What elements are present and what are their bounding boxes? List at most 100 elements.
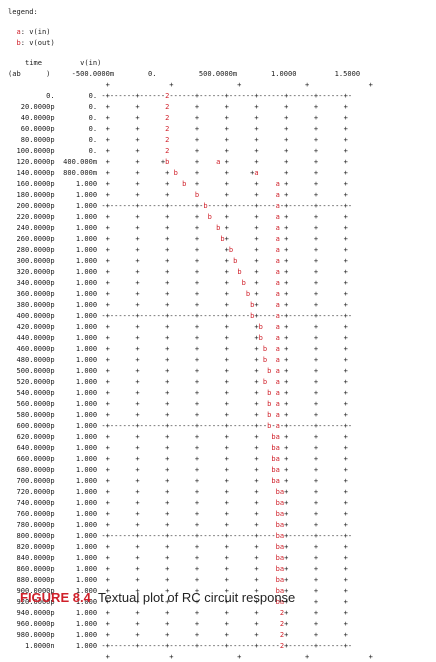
figure-caption: FIGURE 8.4 Textual plot of RC circuit re… [20,590,295,605]
plot-row: 160.0000p 1.000 + + + b + + + a + + + [8,178,352,189]
point-v-out: b [237,267,242,276]
point-v-in: a [275,179,280,188]
row-time: 120.0000p [8,157,59,166]
point-v-out: b [275,586,280,595]
row-time: 980.0000p [8,630,59,639]
point-v-in: a [275,267,280,276]
point-v-out: b [275,542,280,551]
plot-row: 80.0000p 0. + + 2 + + + + + + [8,134,352,145]
point-v-in: a [279,520,285,529]
plot-row: 460.0000p 1.000 + + + + + + b a + + + [8,343,352,354]
point-v-in: a [275,245,280,254]
row-plot-line: + + + + b + + a + + + [105,223,348,232]
row-time: 860.0000p [8,564,59,573]
legend-entry-b: b: v(out) [8,37,55,48]
point-v-out: b [271,454,276,463]
legend-entry-a: a: v(in) [8,26,51,37]
row-plot-line: + + + + + + ba+ + + [105,575,348,584]
row-time: 760.0000p [8,509,59,518]
point-v-in: a [279,553,285,562]
row-time: 960.0000p [8,619,59,628]
point-v-out: b [267,410,272,419]
row-plot-line: + + 2 + + + + + + [105,146,348,155]
row-value: 1.000 [58,542,102,551]
point-v-out: b [275,509,280,518]
row-value: 1.000 [58,212,102,221]
row-plot-line: + + + + + + 2+ + + [105,619,348,628]
point-v-out: b [267,421,272,430]
row-time: 220.0000p [8,212,59,221]
row-time: 660.0000p [8,454,59,463]
plot-row: 220.0000p 1.000 + + + + b + + a + + + [8,211,352,222]
plot-row: 520.0000p 1.000 + + + + + + b a + + + [8,376,352,387]
row-plot-line: -+------+------2------+------+------+---… [101,91,353,100]
plot-row: 620.0000p 1.000 + + + + + + ba + + + [8,431,352,442]
point-v-in: a [275,322,280,331]
row-value: 0. [58,91,102,100]
plot-row: 60.0000p 0. + + 2 + + + + + + [8,123,352,134]
point-v-in: a [275,476,280,485]
row-plot-line: + + + + + + ba + + + [105,432,348,441]
point-v-in: a [275,289,280,298]
row-value: 1.000 [58,641,102,650]
plot-row: 360.0000p 1.000 + + + + + b + a + + + [8,288,352,299]
point-v-in: a [254,168,259,177]
point-overlap: 2 [165,146,170,155]
row-plot-line: + + + + + + ba+ + + [105,597,348,606]
row-time: 840.0000p [8,553,59,562]
plot-row: 980.0000p 1.000 + + + + + + 2+ + + [8,629,352,640]
plot-row: 120.0000p 400.000m + + +b + a + + + + + [8,156,352,167]
row-time: 280.0000p [8,245,59,254]
plot-row: 780.0000p 1.000 + + + + + + ba+ + + [8,519,352,530]
row-value: 1.000 [58,344,102,353]
row-time: 40.0000p [8,113,59,122]
legend-title: legend: [8,7,38,16]
row-value: 1.000 [58,476,102,485]
row-time: 500.0000p [8,366,59,375]
point-v-out: b [262,344,268,353]
point-v-out: b [271,465,276,474]
row-plot-line: + + + + + +b a + + + [105,333,348,342]
point-v-in: a [275,443,280,452]
point-overlap: 2 [279,630,285,639]
row-value: 0. [58,146,102,155]
row-time: 800.0000p [8,531,59,540]
row-value: 1.000 [58,300,102,309]
row-time: 260.0000p [8,234,59,243]
row-plot-line: + + + + +b + a + + + [105,245,348,254]
plot-row: 140.0000p 800.000m + + + b + + +a + + + [8,167,352,178]
row-value: 1.000 [58,377,102,386]
row-value: 0. [58,135,102,144]
point-v-out: b [207,212,212,221]
point-v-out: b [245,289,251,298]
row-time: 160.0000p [8,179,59,188]
point-overlap: 2 [279,608,285,617]
point-v-in: a [275,454,280,463]
plot-row: 740.0000p 1.000 + + + + + + ba+ + + [8,497,352,508]
point-v-in: a [279,586,285,595]
plot-row: 1.0000n 1.000 -+------+------+------+---… [8,640,352,651]
plot-row: 480.0000p 1.000 + + + + + + b a + + + [8,354,352,365]
figure-caption-text: Textual plot of RC circuit response [98,590,296,605]
point-v-in: a [275,223,280,232]
row-value: 1.000 [58,190,102,199]
row-time: 520.0000p [8,377,59,386]
row-time: 460.0000p [8,344,59,353]
point-v-out: b [173,168,178,177]
row-value: 1.000 [58,366,102,375]
point-v-in: a [279,597,285,606]
point-v-in: a [275,234,280,243]
row-time: 820.0000p [8,542,59,551]
row-plot-line: + + + + + + b a + + + [105,377,348,386]
plot-row: 260.0000p 1.000 + + + + b+ + a + + + [8,233,352,244]
row-time: 680.0000p [8,465,59,474]
point-overlap: 2 [165,124,170,133]
plot-row: 800.0000p 1.000 -+------+------+------+-… [8,530,352,541]
row-plot-line: + + + + + +b a + + + [105,322,348,331]
row-value: 800.000m [58,168,102,177]
plot-row: 0. 0. -+------+------2------+------+----… [8,90,352,101]
point-v-in: a [275,333,280,342]
point-v-in: a [275,190,280,199]
point-v-in: a [275,256,280,265]
row-plot-line: + + + + + + b a + + + [105,355,348,364]
